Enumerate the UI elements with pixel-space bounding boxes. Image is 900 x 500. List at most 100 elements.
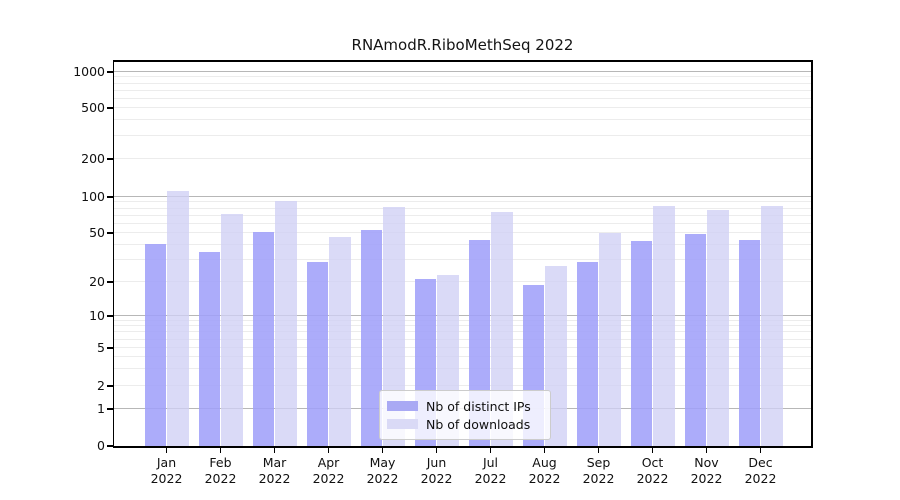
bar-ips-nov <box>684 234 706 446</box>
y-tick-label: 50 <box>89 225 105 240</box>
x-tick-year: 2022 <box>636 470 669 486</box>
bar-downloads-oct <box>653 206 675 446</box>
gridline-minor <box>114 135 811 137</box>
y-tick-label: 10 <box>89 308 105 323</box>
gridline-minor <box>114 207 811 209</box>
x-tick-month: Jun <box>426 455 447 470</box>
x-tick-label: Sep 2022 <box>571 455 627 486</box>
gridline-minor <box>114 214 811 216</box>
gridline-minor <box>114 107 811 108</box>
x-tick-mark <box>651 447 654 453</box>
x-tick-label: Apr 2022 <box>301 455 357 486</box>
x-tick-mark <box>759 447 762 453</box>
x-tick-label: Feb 2022 <box>193 455 249 486</box>
gridline-minor <box>114 158 811 159</box>
x-tick-year: 2022 <box>366 470 399 486</box>
x-tick-year: 2022 <box>582 470 615 486</box>
x-tick-mark <box>435 447 438 453</box>
y-tick-label: 500 <box>81 100 105 115</box>
legend-label: Nb of distinct IPs <box>426 398 531 414</box>
x-tick-year: 2022 <box>204 470 237 486</box>
gridline-minor <box>114 331 811 333</box>
gridline-major <box>114 196 811 197</box>
gridline-minor <box>114 119 811 121</box>
x-tick-label: May 2022 <box>355 455 411 486</box>
x-tick-month: Nov <box>694 455 719 470</box>
legend-row: Nb of distinct IPs <box>387 398 542 414</box>
bar-downloads-apr <box>329 237 351 446</box>
y-tick-mark <box>107 315 113 317</box>
gridline-minor <box>114 82 811 84</box>
x-tick-mark <box>543 447 546 453</box>
plot-spine-right <box>811 60 813 448</box>
y-tick-mark <box>107 232 113 234</box>
gridline-minor <box>114 97 811 99</box>
gridlines-layer <box>114 60 811 446</box>
x-tick-label: Dec 2022 <box>733 455 789 486</box>
y-tick-label: 100 <box>81 189 105 204</box>
y-tick-label: 0 <box>97 438 105 453</box>
x-tick-label: Oct 2022 <box>625 455 681 486</box>
y-tick-mark <box>107 385 113 387</box>
y-tick-mark <box>107 281 113 283</box>
x-tick-month: Jan <box>156 455 177 470</box>
x-tick-label: Jan 2022 <box>139 455 195 486</box>
x-tick-month: Dec <box>748 455 773 470</box>
x-tick-label: Nov 2022 <box>679 455 735 486</box>
y-tick-label: 5 <box>97 340 105 355</box>
x-tick-mark <box>219 447 222 453</box>
x-tick-label: Jul 2022 <box>463 455 519 486</box>
x-tick-mark <box>327 447 330 453</box>
y-tick-label: 1 <box>97 401 105 416</box>
y-tick-mark <box>107 196 113 198</box>
y-tick-mark <box>107 71 113 73</box>
y-tick-label: 1000 <box>73 64 105 79</box>
y-tick-label: 2 <box>97 378 105 393</box>
x-tick-month: Feb <box>209 455 232 470</box>
bar-ips-may <box>360 229 382 446</box>
bars-layer <box>114 60 811 446</box>
gridline-minor <box>114 232 811 233</box>
bar-ips-dec <box>738 239 760 446</box>
x-tick-month: Apr <box>317 455 340 470</box>
gridline-minor <box>114 259 811 261</box>
x-tick-mark <box>381 447 384 453</box>
gridline-minor <box>114 368 811 370</box>
legend-swatch <box>387 419 418 429</box>
y-tick-mark <box>107 445 113 447</box>
bar-ips-jan <box>144 243 166 446</box>
gridline-minor <box>114 243 811 245</box>
bar-downloads-jul <box>491 211 513 446</box>
bar-ips-mar <box>252 231 274 446</box>
x-tick-label: Aug 2022 <box>517 455 573 486</box>
bar-downloads-mar <box>275 200 297 446</box>
gridline-minor <box>114 385 811 386</box>
x-tick-year: 2022 <box>420 470 453 486</box>
bar-downloads-nov <box>707 209 729 446</box>
gridline-minor <box>114 325 811 327</box>
bar-ips-apr <box>306 262 328 446</box>
plot-spine-left <box>112 60 115 448</box>
x-tick-mark <box>489 447 492 453</box>
plot-spine-top <box>112 60 813 62</box>
y-tick-label: 20 <box>89 274 105 289</box>
gridline-major <box>114 71 811 72</box>
x-tick-month: Oct <box>641 455 664 470</box>
bar-downloads-sep <box>599 233 621 446</box>
y-tick-label: 200 <box>81 151 105 166</box>
legend-row: Nb of downloads <box>387 416 542 432</box>
gridline-major <box>114 315 811 316</box>
x-tick-year: 2022 <box>474 470 507 486</box>
bar-downloads-dec <box>761 206 783 446</box>
gridline-minor <box>114 281 811 282</box>
gridline-minor <box>114 222 811 224</box>
y-tick-mark <box>107 347 113 349</box>
y-tick-mark <box>107 408 113 410</box>
x-tick-mark <box>597 447 600 453</box>
bar-ips-sep <box>576 262 598 446</box>
y-tick-mark <box>107 107 113 109</box>
x-tick-mark <box>705 447 708 453</box>
x-tick-month: Aug <box>532 455 557 470</box>
x-tick-year: 2022 <box>312 470 345 486</box>
